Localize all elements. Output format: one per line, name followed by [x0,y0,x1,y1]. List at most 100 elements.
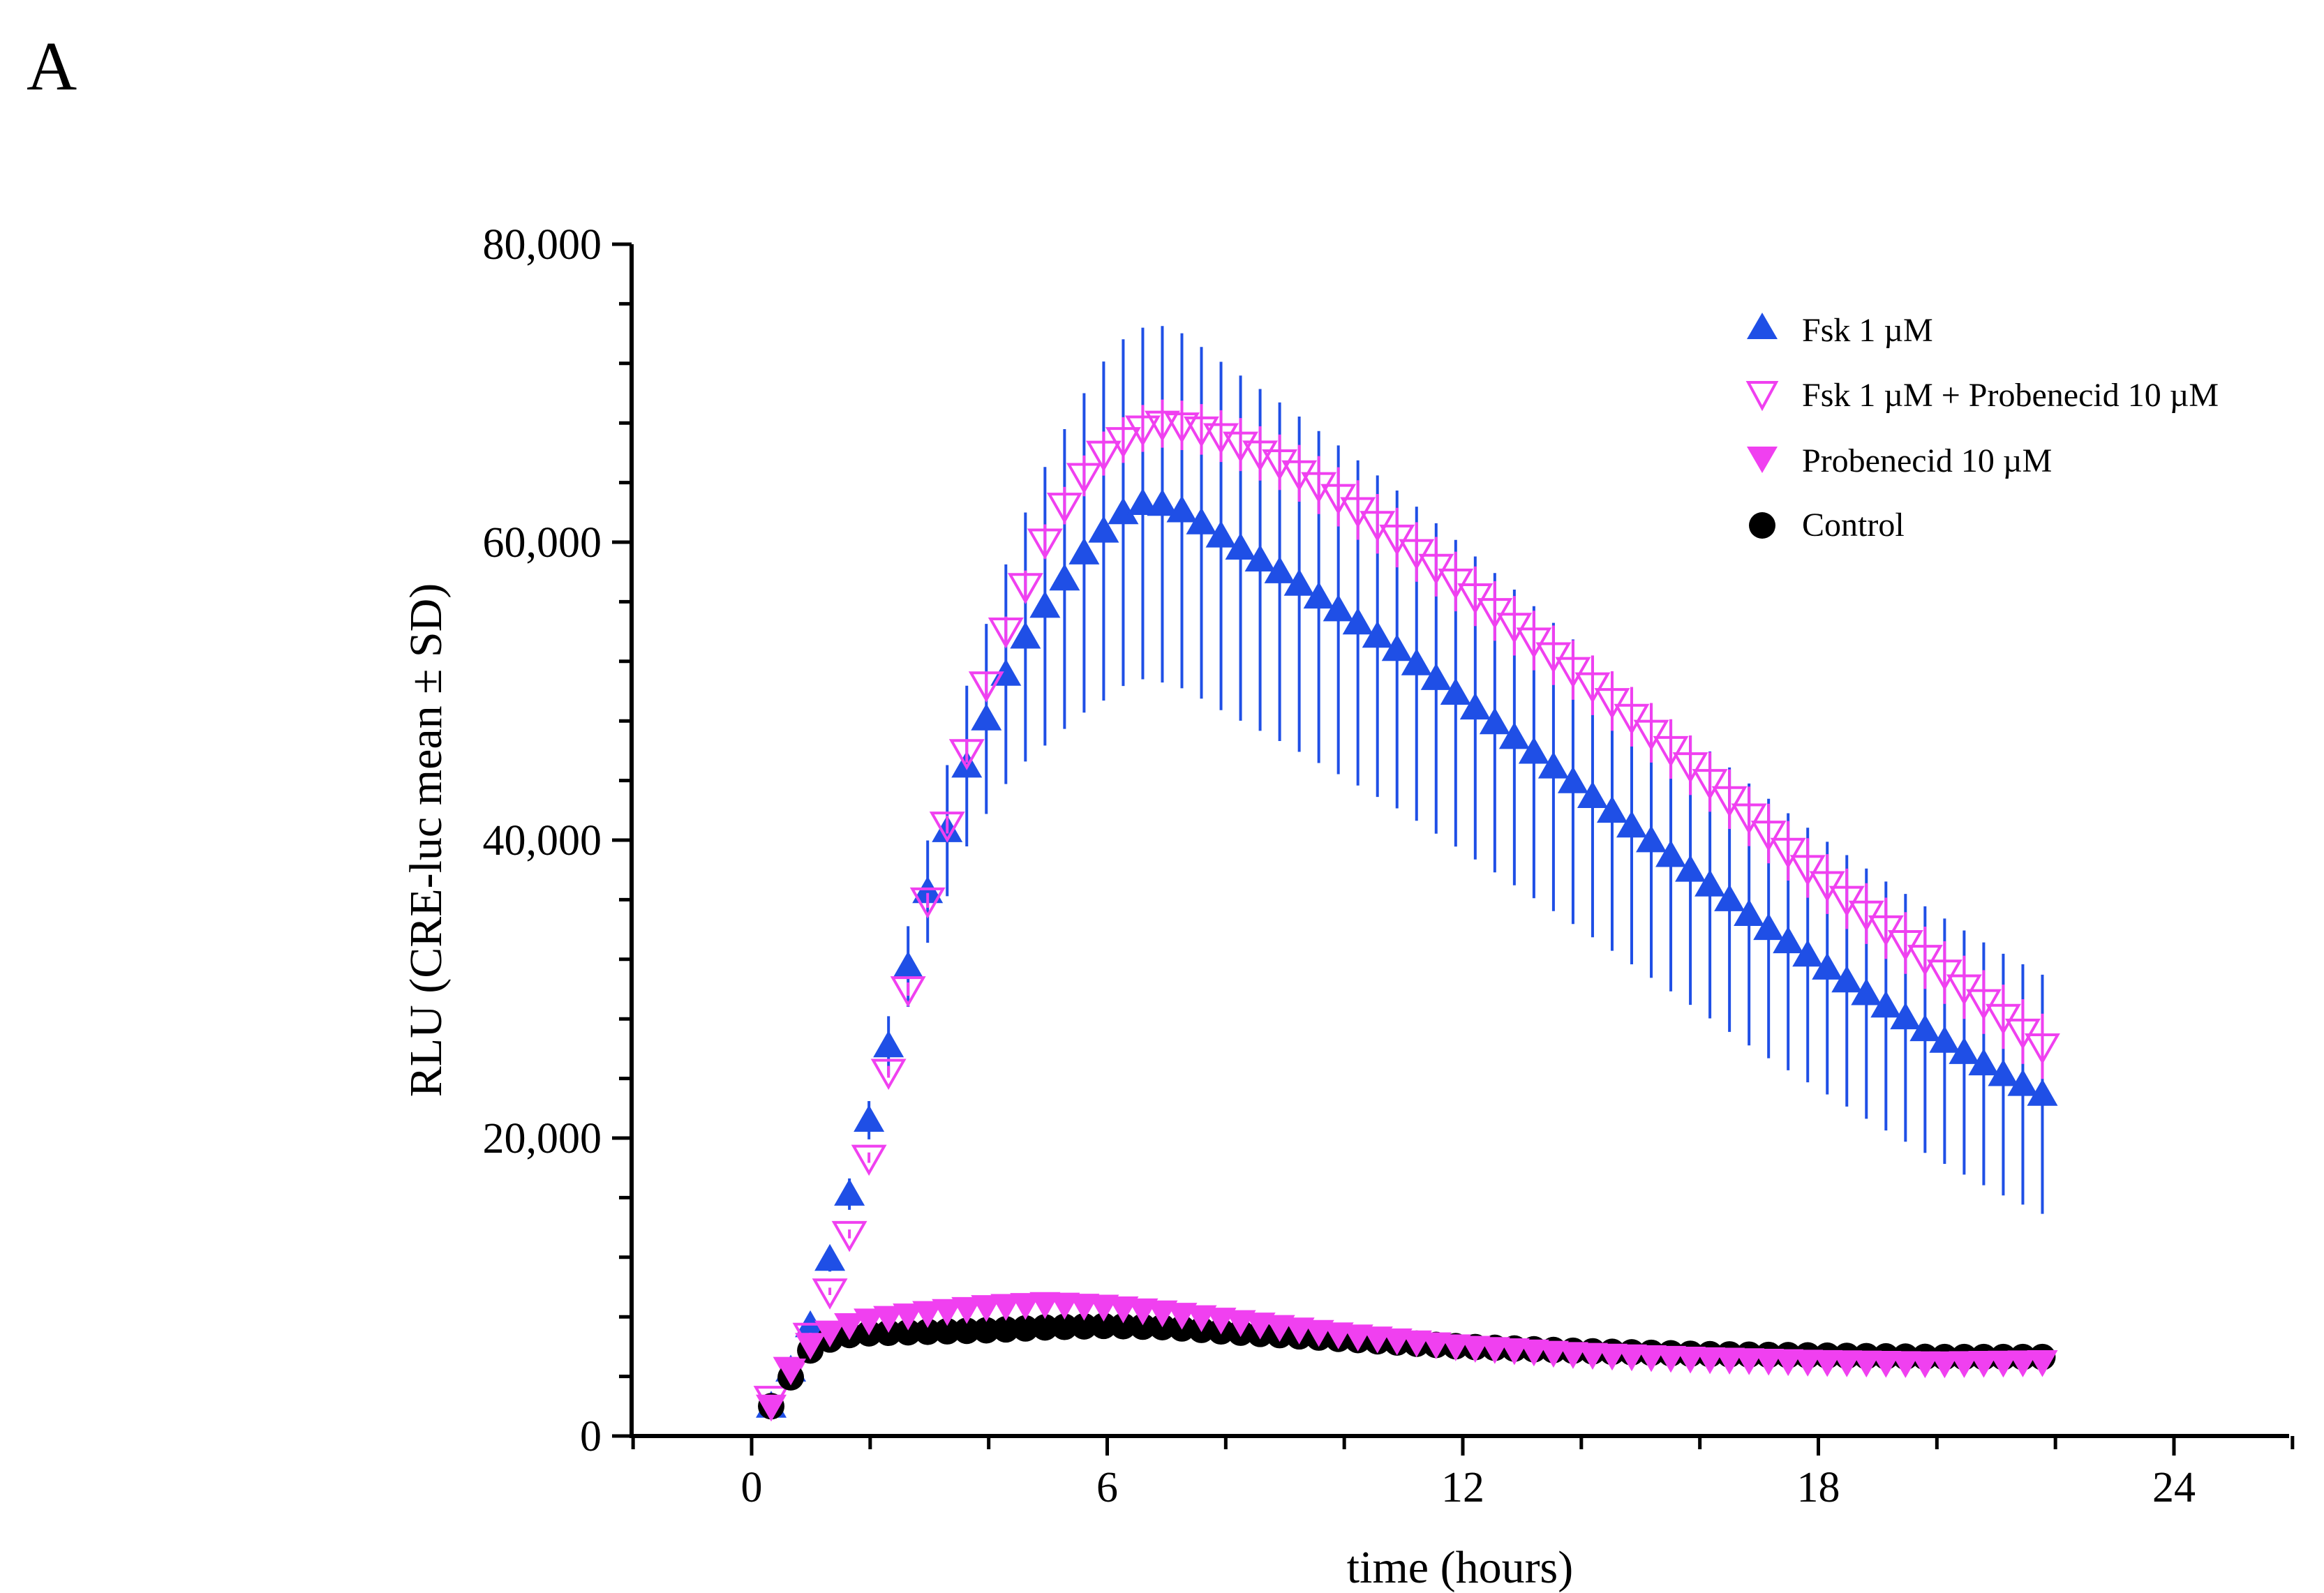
data-point [914,1318,941,1345]
data-point [1692,769,1728,800]
data-point [1870,1350,1902,1378]
data-point [1633,719,1669,751]
data-point [834,1179,865,1206]
plot-area [753,326,2060,1422]
data-point [814,1243,846,1271]
data-point [1007,573,1043,604]
data-point [1145,410,1180,442]
y-tick-label: 60,000 [483,519,602,567]
data-point [1110,1312,1137,1340]
data-point [1085,440,1122,472]
data-point [1105,427,1141,458]
data-point [1636,825,1667,853]
x-tick-labels: 0 6 12 18 24 [741,1464,2196,1511]
data-point [893,1303,924,1331]
data-point [1789,855,1826,886]
data-point [1166,495,1198,523]
data-point [1734,899,1765,927]
data-point [1125,415,1161,447]
x-axis-title: time (hours) [1347,1542,1573,1593]
data-point [795,1333,826,1360]
data-point [775,1358,807,1386]
data-point [1283,569,1315,596]
data-point [2007,1350,2039,1377]
data-point [1675,1346,1706,1374]
legend-label-probenecid: Probenecid 10 µM [1802,442,2052,479]
data-point [1479,707,1510,735]
y-axis-title: RLU (CRE-luc mean ± SD) [401,583,452,1097]
data-point [1753,1348,1785,1376]
data-point [1088,516,1119,543]
data-point [1988,1059,2019,1086]
data-point [971,703,1002,731]
data-point [1870,990,1902,1018]
data-point [1029,590,1061,618]
data-point [1301,472,1337,504]
legend-entry-control: Control [1749,507,1905,544]
data-point [912,1301,944,1329]
data-point [873,1030,904,1058]
data-point [1594,688,1630,719]
data-point [1051,1313,1078,1340]
legend-entry-fsk: Fsk 1 µM [1747,312,1933,349]
data-point [932,1299,963,1326]
data-point [1031,1314,1059,1341]
data-point [1831,965,1863,993]
data-point [1010,1293,1041,1320]
data-point [1342,607,1373,635]
legend-label-fsk: Fsk 1 µM [1802,312,1933,349]
axes: 0 20,000 40,000 60,000 80,000 0 6 12 18 24 [483,221,2295,1511]
panel-label: A [27,27,77,105]
series-1 [753,399,2060,1417]
y-tick-label: 0 [580,1413,602,1460]
data-point [814,1320,846,1348]
data-point [851,1144,887,1176]
data-point [1968,1351,1999,1378]
data-point [1012,1315,1039,1342]
data-point [1066,463,1102,495]
data-point [1968,1048,1999,1076]
data-point [1672,752,1708,784]
data-point [1262,449,1298,481]
data-point [934,1317,961,1345]
x-tick-label: 24 [2152,1464,2196,1511]
data-point [1557,766,1588,793]
data-point [951,1296,983,1324]
series-0 [756,326,2058,1418]
data-point [990,1294,1022,1322]
data-point [1577,781,1608,808]
data-point [971,1295,1002,1322]
data-point [1147,488,1178,516]
data-point [1420,663,1452,690]
data-point [1518,737,1549,764]
data-point [973,1317,1000,1344]
data-point [1401,648,1432,675]
data-point [1225,532,1256,560]
legend-marker-probenecid [1747,447,1778,473]
x-tick-label: 6 [1096,1464,1118,1511]
data-point [1753,913,1785,941]
data-point [1244,544,1276,571]
data-point [1537,751,1569,779]
data-point [1653,735,1689,768]
data-point [1851,978,1882,1005]
x-tick-label: 0 [741,1464,763,1511]
data-point [1027,528,1063,560]
data-point [1909,1351,1941,1379]
data-point [988,617,1024,649]
data-point [1890,1351,1921,1378]
y-ticks [612,242,632,1438]
data-point [1574,672,1611,704]
data-point [1851,1350,1882,1378]
data-point [854,1308,885,1336]
legend-label-fsk-probenecid: Fsk 1 µM + Probenecid 10 µM [1802,377,2219,414]
data-point [1440,678,1471,705]
data-point [834,1313,865,1340]
data-point [812,1278,848,1310]
data-point [1711,786,1748,818]
data-point [854,1105,885,1132]
data-point [2027,1349,2058,1377]
data-point [1362,620,1393,648]
x-tick-label: 12 [1441,1464,1484,1511]
